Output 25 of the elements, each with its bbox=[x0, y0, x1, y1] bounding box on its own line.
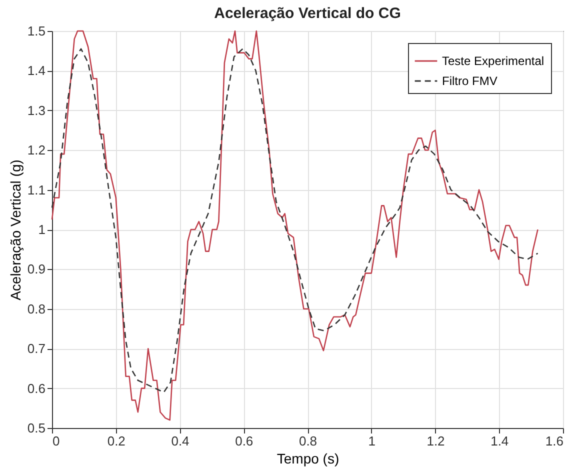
y-tick-label: 0.5 bbox=[27, 420, 46, 436]
y-tick-label: 0.8 bbox=[27, 301, 46, 316]
y-tick-label: 1.1 bbox=[27, 182, 46, 198]
x-tick-label: 0.4 bbox=[171, 434, 190, 448]
legend-label: Filtro FMV bbox=[442, 74, 498, 88]
y-tick-label: 1.3 bbox=[27, 102, 46, 118]
y-tick-label: 1.5 bbox=[27, 24, 46, 38]
x-axis-title: Tempo (s) bbox=[276, 450, 340, 466]
x-tick-label: 1.2 bbox=[426, 434, 445, 448]
y-tick-label: 0.6 bbox=[27, 380, 46, 396]
x-tick-label: 0 bbox=[52, 434, 60, 448]
x-tick-label: 1.4 bbox=[490, 434, 509, 448]
y-tick-label: 0.7 bbox=[27, 341, 46, 356]
y-tick-label: 1.4 bbox=[27, 63, 46, 78]
legend-label: Teste Experimental bbox=[442, 54, 544, 68]
y-tick-label: 0.9 bbox=[27, 262, 46, 277]
y-tick-label: 1 bbox=[38, 222, 46, 237]
y-tick-label: 1.2 bbox=[27, 142, 46, 158]
x-tick-label: 1.6 bbox=[545, 434, 564, 448]
x-tick-label: 1 bbox=[368, 434, 376, 448]
x-tick-label: 0.2 bbox=[107, 434, 126, 448]
x-tick-label: 0.6 bbox=[235, 434, 254, 448]
y-axis-title: Aceleração Vertical (g) bbox=[7, 160, 24, 300]
x-tick-label: 0.8 bbox=[298, 434, 318, 448]
chart-title: Aceleração Vertical do CG bbox=[214, 5, 401, 22]
